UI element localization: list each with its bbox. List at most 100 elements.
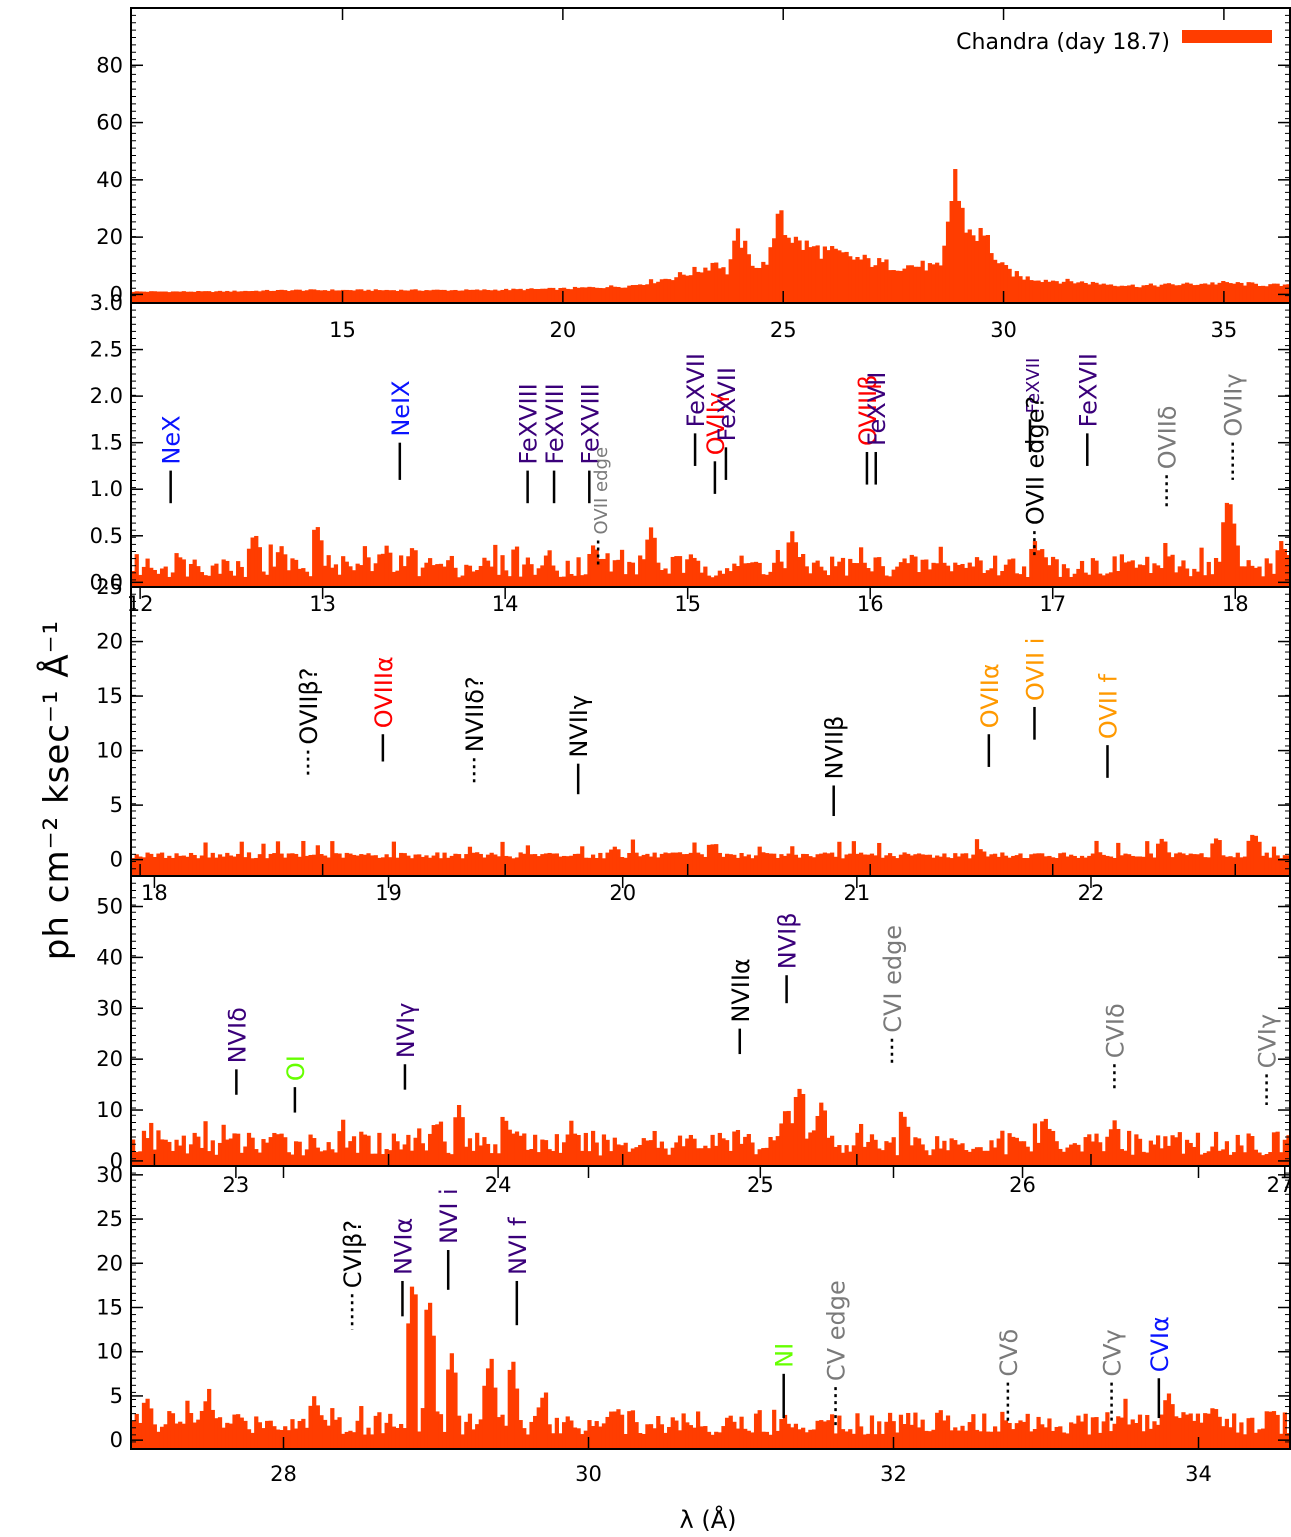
spectrum-bar — [782, 1414, 788, 1449]
spectrum-bar — [1083, 857, 1088, 876]
spectrum-bar — [268, 1420, 273, 1449]
spectrum-bar — [790, 531, 795, 587]
spectrum-bar — [482, 1385, 487, 1449]
spectrum-bar — [359, 1131, 364, 1166]
spectrum-bar — [464, 564, 469, 587]
spectrum-bar — [1014, 1423, 1019, 1449]
spectrum-bar — [1228, 856, 1233, 876]
spectrum-bar — [782, 855, 788, 876]
y-tick-label: 0.0 — [90, 570, 123, 594]
spectrum-bar — [1145, 1152, 1150, 1166]
spectrum-bar — [355, 563, 360, 587]
spectrum-bar — [478, 1419, 483, 1449]
spectrum-bar — [696, 852, 701, 876]
spectrum-bar — [232, 575, 237, 587]
spectrum-bar — [576, 287, 581, 303]
spectrum-bar — [659, 853, 665, 876]
spectrum-bar — [815, 245, 820, 303]
spectrum-bar — [178, 855, 183, 876]
spectrum-bar — [1025, 1146, 1030, 1166]
spectrum-bar — [1242, 1152, 1248, 1166]
spectrum-bar — [576, 853, 581, 876]
spectrum-bar — [688, 554, 693, 587]
line-label: FeXVII — [1074, 353, 1102, 427]
spectrum-bar — [449, 290, 454, 303]
spectrum-bar — [131, 1139, 136, 1166]
spectrum-bar — [279, 289, 284, 303]
spectrum-bar — [732, 240, 737, 303]
spectrum-bar — [366, 557, 371, 587]
spectrum-bar — [543, 1392, 549, 1449]
spectrum-bar — [779, 1419, 784, 1449]
spectrum-bar — [924, 854, 929, 876]
spectrum-bar — [714, 844, 719, 876]
x-ticks: 18 19 20 21 22 — [141, 876, 1104, 1166]
spectrum-bar — [652, 852, 657, 876]
spectrum-bar — [1014, 855, 1019, 876]
spectrum-bar — [804, 1138, 809, 1166]
y-tick-label: 25 — [96, 1207, 123, 1231]
spectrum-bar — [1271, 1132, 1277, 1166]
spectrum-bar — [322, 855, 328, 876]
spectrum-bar — [735, 228, 741, 303]
spectrum-bar — [489, 1153, 494, 1166]
spectrum-bar — [750, 562, 755, 587]
spectrum-bar — [207, 857, 212, 876]
spectrum-bar — [811, 1429, 817, 1449]
spectrum-bar — [696, 1411, 701, 1449]
spectrum-bar — [1235, 1432, 1240, 1449]
spectrum-bar — [493, 1387, 498, 1449]
spectrum-bar — [797, 1088, 802, 1166]
spectrum-bar — [1076, 282, 1081, 303]
spectrum-bar — [848, 1151, 853, 1166]
spectrum-bar — [721, 573, 726, 587]
spectrum-bar — [268, 1137, 273, 1166]
spectrum-bar — [793, 1423, 799, 1449]
spectrum-bar — [804, 240, 809, 303]
spectrum-bar — [956, 856, 962, 876]
spectrum-bar — [1079, 1421, 1085, 1449]
spectrum-bar — [703, 267, 708, 303]
spectrum-bar — [1232, 283, 1237, 303]
spectrum-bar — [1261, 576, 1266, 587]
spectrum-bar — [953, 169, 958, 303]
spectrum-bar — [333, 1419, 339, 1449]
y-tick-label: 0 — [110, 848, 123, 872]
x-tick-label: 20 — [550, 318, 577, 342]
spectrum-bar — [1199, 853, 1204, 876]
spectrum-bar — [145, 1138, 150, 1166]
spectrum-bar — [1159, 284, 1164, 303]
spectrum-bar — [750, 265, 755, 303]
spectrum-bar — [562, 287, 567, 303]
spectrum-bar — [500, 1116, 505, 1166]
spectrum-bar — [1152, 857, 1157, 876]
spectrum-bar — [1163, 1136, 1168, 1166]
spectrum-bar — [1170, 284, 1175, 303]
spectrum-bar — [395, 290, 400, 303]
spectrum-bar — [304, 571, 310, 587]
line-label: NVIγ — [392, 1003, 420, 1059]
spectrum-bar — [409, 1150, 415, 1166]
spectrum-bar — [435, 1411, 440, 1449]
spectrum-bar — [638, 1144, 643, 1166]
spectrum-bar — [670, 280, 675, 303]
spectrum-bar — [257, 1152, 262, 1166]
spectrum-bar — [1286, 855, 1291, 876]
spectrum-bar — [869, 266, 875, 303]
spectrum-bar — [1271, 846, 1277, 876]
spectrum-bar — [1286, 1135, 1291, 1166]
spectrum-bar — [956, 1430, 962, 1449]
spectrum-bar — [594, 1142, 599, 1166]
spectrum-bar — [587, 553, 592, 587]
spectrum-bar — [547, 1149, 552, 1166]
spectrum-bar — [757, 1149, 762, 1166]
spectrum-bar — [265, 1420, 270, 1449]
spectrum-bar — [609, 571, 614, 587]
line-label: OI — [282, 1055, 310, 1081]
spectrum-bar — [764, 264, 770, 303]
spectrum-bar — [797, 557, 802, 587]
spectrum-bar — [500, 289, 505, 303]
spectrum-bar — [1108, 1129, 1114, 1166]
